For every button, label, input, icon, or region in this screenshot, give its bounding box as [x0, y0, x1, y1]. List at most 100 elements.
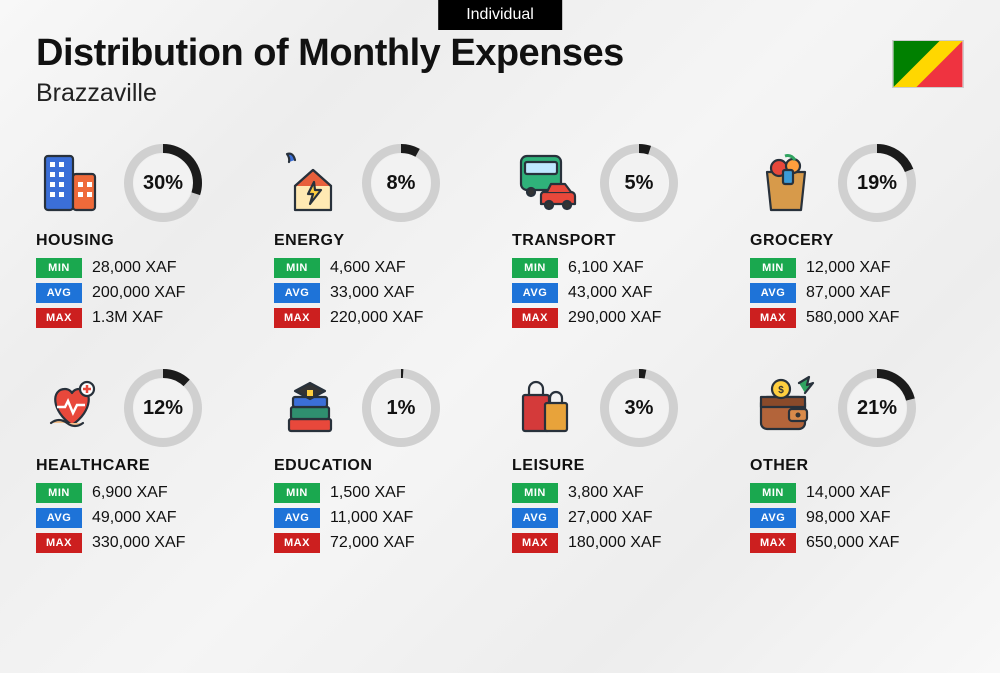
avg-value: 200,000 XAF [92, 284, 185, 302]
min-tag: MIN [36, 258, 82, 278]
stat-max-row: MAX 330,000 XAF [36, 533, 250, 553]
min-tag: MIN [274, 483, 320, 503]
percent-donut: 21% [838, 369, 916, 447]
avg-value: 43,000 XAF [568, 284, 653, 302]
buildings-icon [36, 147, 108, 219]
min-value: 3,800 XAF [568, 484, 644, 502]
percent-value: 12% [124, 369, 202, 447]
min-value: 12,000 XAF [806, 259, 891, 277]
percent-value: 30% [124, 144, 202, 222]
avg-value: 87,000 XAF [806, 284, 891, 302]
stat-min-row: MIN 3,800 XAF [512, 483, 726, 503]
percent-donut: 5% [600, 144, 678, 222]
max-tag: MAX [750, 533, 796, 553]
min-tag: MIN [512, 483, 558, 503]
books-cap-icon [274, 372, 346, 444]
percent-value: 3% [600, 369, 678, 447]
category-healthcare: 12% HEALTHCARE MIN 6,900 XAF AVG 49,000 … [36, 369, 250, 558]
category-energy: 8% ENERGY MIN 4,600 XAF AVG 33,000 XAF M… [274, 144, 488, 333]
percent-value: 19% [838, 144, 916, 222]
stat-min-row: MIN 4,600 XAF [274, 258, 488, 278]
max-value: 290,000 XAF [568, 309, 661, 327]
avg-tag: AVG [274, 283, 320, 303]
category-label: HOUSING [36, 232, 250, 250]
percent-value: 8% [362, 144, 440, 222]
avg-value: 49,000 XAF [92, 509, 177, 527]
stat-max-row: MAX 72,000 XAF [274, 533, 488, 553]
svg-text:$: $ [778, 385, 784, 396]
max-tag: MAX [36, 533, 82, 553]
stat-max-row: MAX 290,000 XAF [512, 308, 726, 328]
avg-tag: AVG [36, 508, 82, 528]
percent-donut: 30% [124, 144, 202, 222]
stat-avg-row: AVG 27,000 XAF [512, 508, 726, 528]
min-tag: MIN [274, 258, 320, 278]
max-value: 220,000 XAF [330, 309, 423, 327]
avg-value: 33,000 XAF [330, 284, 415, 302]
avg-tag: AVG [274, 508, 320, 528]
percent-donut: 3% [600, 369, 678, 447]
max-tag: MAX [750, 308, 796, 328]
max-value: 180,000 XAF [568, 534, 661, 552]
stat-avg-row: AVG 98,000 XAF [750, 508, 964, 528]
avg-tag: AVG [512, 508, 558, 528]
stat-max-row: MAX 1.3M XAF [36, 308, 250, 328]
category-label: TRANSPORT [512, 232, 726, 250]
stat-min-row: MIN 1,500 XAF [274, 483, 488, 503]
stat-min-row: MIN 14,000 XAF [750, 483, 964, 503]
max-value: 330,000 XAF [92, 534, 185, 552]
house-bolt-icon [274, 147, 346, 219]
categories-grid: 30% HOUSING MIN 28,000 XAF AVG 200,000 X… [36, 144, 964, 558]
shopping-bags-icon [512, 372, 584, 444]
category-housing: 30% HOUSING MIN 28,000 XAF AVG 200,000 X… [36, 144, 250, 333]
heart-care-icon [36, 372, 108, 444]
avg-tag: AVG [512, 283, 558, 303]
max-tag: MAX [512, 308, 558, 328]
avg-value: 98,000 XAF [806, 509, 891, 527]
wallet-icon: $ [750, 372, 822, 444]
avg-tag: AVG [750, 508, 796, 528]
min-value: 6,100 XAF [568, 259, 644, 277]
max-tag: MAX [512, 533, 558, 553]
min-value: 6,900 XAF [92, 484, 168, 502]
min-value: 14,000 XAF [806, 484, 891, 502]
stat-avg-row: AVG 43,000 XAF [512, 283, 726, 303]
flag-congo-icon [892, 40, 964, 88]
category-education: 1% EDUCATION MIN 1,500 XAF AVG 11,000 XA… [274, 369, 488, 558]
percent-value: 5% [600, 144, 678, 222]
stat-max-row: MAX 220,000 XAF [274, 308, 488, 328]
percent-donut: 19% [838, 144, 916, 222]
min-tag: MIN [512, 258, 558, 278]
stat-min-row: MIN 6,900 XAF [36, 483, 250, 503]
stat-min-row: MIN 12,000 XAF [750, 258, 964, 278]
category-label: ENERGY [274, 232, 488, 250]
avg-tag: AVG [36, 283, 82, 303]
category-label: HEALTHCARE [36, 457, 250, 475]
segment-label: Individual [438, 0, 562, 30]
stat-avg-row: AVG 200,000 XAF [36, 283, 250, 303]
percent-donut: 1% [362, 369, 440, 447]
stat-max-row: MAX 180,000 XAF [512, 533, 726, 553]
max-tag: MAX [274, 533, 320, 553]
min-tag: MIN [750, 258, 796, 278]
max-value: 580,000 XAF [806, 309, 899, 327]
stat-avg-row: AVG 49,000 XAF [36, 508, 250, 528]
stat-max-row: MAX 580,000 XAF [750, 308, 964, 328]
min-value: 28,000 XAF [92, 259, 177, 277]
percent-donut: 8% [362, 144, 440, 222]
min-tag: MIN [36, 483, 82, 503]
category-transport: 5% TRANSPORT MIN 6,100 XAF AVG 43,000 XA… [512, 144, 726, 333]
percent-donut: 12% [124, 369, 202, 447]
category-label: EDUCATION [274, 457, 488, 475]
max-value: 650,000 XAF [806, 534, 899, 552]
stat-max-row: MAX 650,000 XAF [750, 533, 964, 553]
avg-value: 27,000 XAF [568, 509, 653, 527]
min-value: 1,500 XAF [330, 484, 406, 502]
avg-tag: AVG [750, 283, 796, 303]
category-label: OTHER [750, 457, 964, 475]
percent-value: 1% [362, 369, 440, 447]
grocery-bag-icon [750, 147, 822, 219]
stat-avg-row: AVG 87,000 XAF [750, 283, 964, 303]
title-block: Distribution of Monthly Expenses Brazzav… [36, 32, 624, 108]
page-title: Distribution of Monthly Expenses [36, 32, 624, 75]
